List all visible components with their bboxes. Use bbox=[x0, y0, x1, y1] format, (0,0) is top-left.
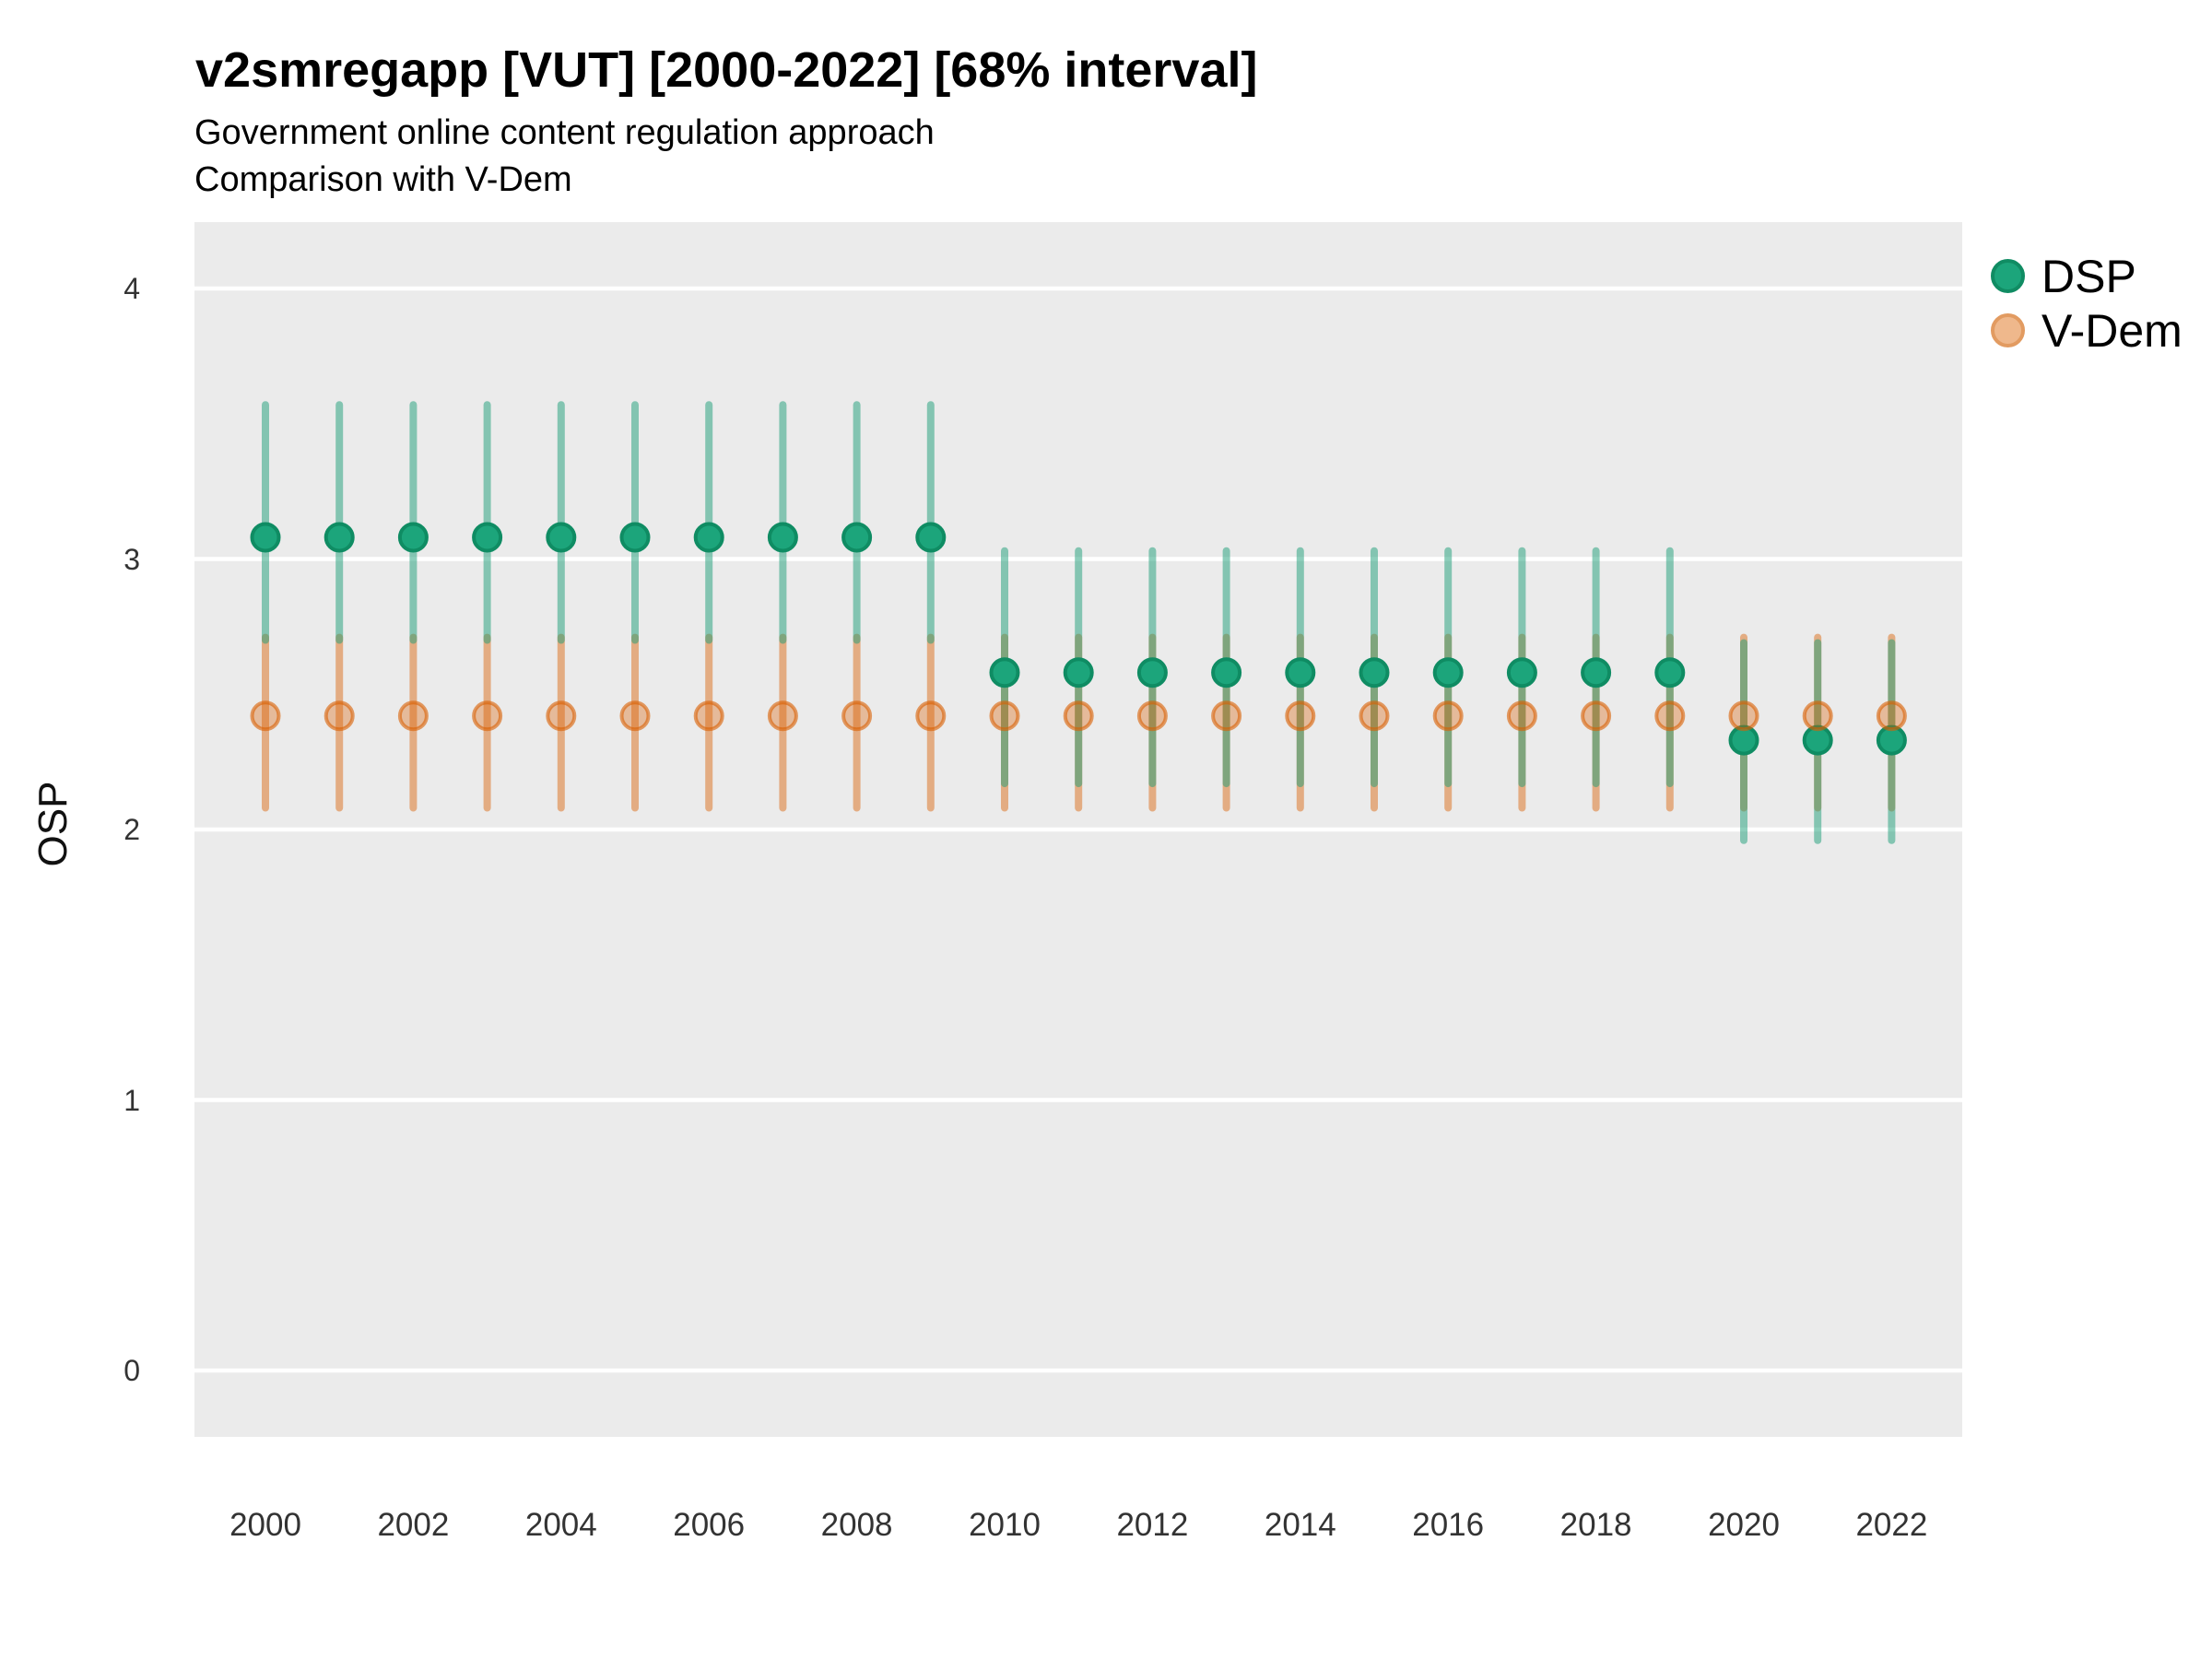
dsp-point-2007 bbox=[767, 522, 798, 553]
dsp-point-2004 bbox=[546, 522, 577, 553]
vdem-point-2001 bbox=[324, 700, 355, 732]
vdem-point-2004 bbox=[546, 700, 577, 732]
y-tick-label-0: 0 bbox=[124, 1354, 140, 1387]
vdem-point-2007 bbox=[767, 700, 798, 732]
vdem-legend-swatch-icon bbox=[1991, 313, 2025, 347]
dsp-point-2022 bbox=[1876, 724, 1907, 756]
dsp-point-2020 bbox=[1728, 724, 1759, 756]
vdem-point-2011 bbox=[1063, 700, 1094, 732]
vdem-point-2020 bbox=[1728, 700, 1759, 732]
dsp-point-2003 bbox=[472, 522, 503, 553]
vdem-point-2021 bbox=[1802, 700, 1833, 732]
dsp-point-2008 bbox=[841, 522, 873, 553]
x-tick-label-2000: 2000 bbox=[229, 1507, 301, 1543]
dsp-point-2012 bbox=[1136, 657, 1168, 688]
vdem-point-2018 bbox=[1581, 700, 1612, 732]
dsp-point-2018 bbox=[1581, 657, 1612, 688]
vdem-point-2003 bbox=[472, 700, 503, 732]
dsp-point-2001 bbox=[324, 522, 355, 553]
y-tick-label-1: 1 bbox=[124, 1083, 140, 1117]
plot-canvas bbox=[194, 286, 1962, 1373]
vdem-point-2013 bbox=[1211, 700, 1242, 732]
plot-panel bbox=[194, 222, 1962, 1437]
vdem-point-2006 bbox=[693, 700, 724, 732]
vdem-point-2015 bbox=[1359, 700, 1390, 732]
vdem-point-2017 bbox=[1506, 700, 1537, 732]
x-tick-label-2020: 2020 bbox=[1708, 1507, 1780, 1543]
dsp-legend-swatch-icon bbox=[1991, 259, 2025, 293]
x-tick-label-2010: 2010 bbox=[969, 1507, 1041, 1543]
vdem-point-2022 bbox=[1876, 700, 1907, 732]
dsp-point-2015 bbox=[1359, 657, 1390, 688]
dsp-point-2013 bbox=[1211, 657, 1242, 688]
legend-item-dsp: DSP bbox=[1991, 249, 2183, 303]
x-tick-label-2018: 2018 bbox=[1559, 1507, 1632, 1543]
vdem-point-2002 bbox=[397, 700, 429, 732]
chart-title: v2smregapp [VUT] [2000-2022] [68% interv… bbox=[195, 42, 1258, 98]
dsp-point-2017 bbox=[1506, 657, 1537, 688]
y-tick-label-2: 2 bbox=[124, 813, 140, 846]
dsp-point-2000 bbox=[250, 522, 281, 553]
x-tick-label-2002: 2002 bbox=[377, 1507, 450, 1543]
chart-caption: Comparison with V-Dem bbox=[194, 160, 572, 199]
x-tick-label-2012: 2012 bbox=[1116, 1507, 1189, 1543]
vdem-point-2009 bbox=[915, 700, 947, 732]
x-tick-label-2008: 2008 bbox=[820, 1507, 893, 1543]
dsp-point-2011 bbox=[1063, 657, 1094, 688]
x-tick-label-2022: 2022 bbox=[1855, 1507, 1928, 1543]
x-tick-label-2014: 2014 bbox=[1264, 1507, 1336, 1543]
dsp-point-2019 bbox=[1654, 657, 1686, 688]
dsp-point-2005 bbox=[619, 522, 651, 553]
chart-subtitle: Government online content regulation app… bbox=[194, 113, 935, 152]
legend-item-vdem: V-Dem bbox=[1991, 303, 2183, 358]
y-tick-label-3: 3 bbox=[124, 542, 140, 576]
dsp-point-2014 bbox=[1285, 657, 1316, 688]
dsp-point-2016 bbox=[1432, 657, 1464, 688]
x-tick-label-2004: 2004 bbox=[524, 1507, 597, 1543]
vdem-point-2005 bbox=[619, 700, 651, 732]
legend-label-vdem: V-Dem bbox=[2041, 304, 2183, 357]
x-tick-label-2016: 2016 bbox=[1412, 1507, 1485, 1543]
vdem-point-2010 bbox=[989, 700, 1020, 732]
dsp-point-2021 bbox=[1802, 724, 1833, 756]
vdem-point-2000 bbox=[250, 700, 281, 732]
dsp-point-2002 bbox=[397, 522, 429, 553]
legend: DSP V-Dem bbox=[1991, 249, 2183, 358]
vdem-point-2019 bbox=[1654, 700, 1686, 732]
vdem-point-2012 bbox=[1136, 700, 1168, 732]
dsp-point-2009 bbox=[915, 522, 947, 553]
legend-label-dsp: DSP bbox=[2041, 250, 2136, 302]
vdem-point-2014 bbox=[1285, 700, 1316, 732]
vdem-point-2016 bbox=[1432, 700, 1464, 732]
vdem-point-2008 bbox=[841, 700, 873, 732]
dsp-point-2010 bbox=[989, 657, 1020, 688]
y-tick-label-4: 4 bbox=[124, 272, 140, 305]
x-tick-label-2006: 2006 bbox=[673, 1507, 746, 1543]
dsp-point-2006 bbox=[693, 522, 724, 553]
